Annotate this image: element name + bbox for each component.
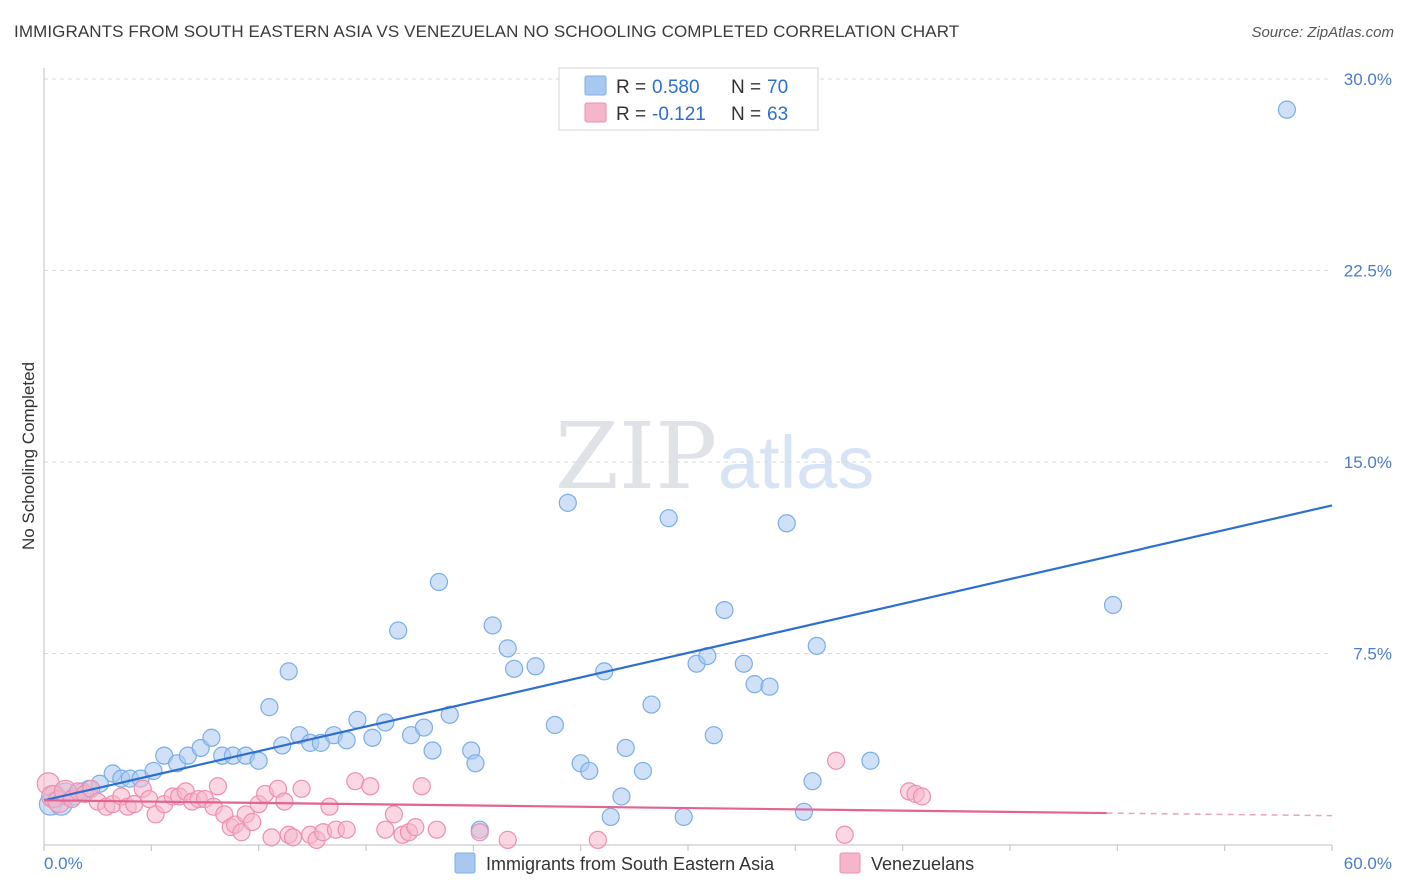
y-axis-title: No Schooling Completed (19, 362, 38, 550)
ven-point-15 (140, 789, 159, 809)
sea-point-70 (1103, 595, 1123, 615)
sea-point-68 (807, 636, 826, 655)
y-tick-label-2: 22.5% (1344, 262, 1392, 281)
sea-point-61 (715, 600, 734, 620)
legend-box: R = 0.580 N = 70 R = -0.121 N = 63 (558, 67, 819, 131)
ven-point-54 (427, 820, 446, 839)
y-tick-label-1: 15.0% (1344, 453, 1392, 472)
ven-point-34 (262, 828, 281, 847)
ven-point-46 (346, 772, 365, 791)
ven-point-43 (320, 797, 339, 816)
sea-trend-line (43, 504, 1333, 802)
legend-n-label-1: N = (731, 77, 761, 98)
sea-point-38 (440, 705, 459, 724)
legend-n-value-2: 63 (767, 104, 788, 125)
ven-point-55 (470, 823, 489, 842)
sea-point-17 (202, 728, 221, 747)
ven-point-57 (588, 830, 607, 849)
sea-point-30 (348, 710, 367, 729)
ven-point-38 (283, 828, 303, 847)
sea-point-43 (498, 639, 517, 658)
ven-point-59 (835, 825, 854, 844)
sea-point-22 (260, 698, 279, 717)
legend-swatch-pink (584, 102, 607, 123)
ven-point-36 (275, 792, 294, 811)
sea-point-55 (642, 695, 661, 714)
sea-point-62 (734, 654, 753, 673)
sea-point-33 (389, 621, 408, 640)
ven-point-45 (337, 820, 356, 839)
ven-point-48 (376, 820, 395, 839)
bottom-legend-label-blue: Immigrants from South Eastern Asia (486, 854, 775, 874)
x-tick-label-min: 0.0% (44, 854, 83, 873)
sea-point-36 (423, 741, 442, 760)
sea-point-46 (545, 715, 565, 735)
ven-point-62 (912, 787, 932, 806)
sea-point-71 (1277, 100, 1297, 119)
sea-point-40 (466, 754, 485, 773)
sea-point-44 (505, 659, 524, 678)
sea-point-65 (777, 514, 796, 533)
sea-point-51 (601, 807, 620, 827)
source-label: Source: ZipAtlas.com (1251, 24, 1394, 41)
chart-title: IMMIGRANTS FROM SOUTH EASTERN ASIA VS VE… (14, 22, 960, 41)
bottom-legend-swatch-blue (454, 852, 476, 874)
sea-point-60 (704, 726, 723, 745)
sea-point-21 (249, 751, 268, 770)
sea-point-47 (558, 493, 577, 512)
x-tick-label-max: 60.0% (1344, 854, 1392, 873)
legend-n-label-2: N = (731, 104, 761, 125)
sea-point-52 (612, 787, 631, 806)
sea-point-24 (279, 662, 298, 681)
bottom-legend-swatch-pink (839, 852, 861, 874)
bottom-legend-label-pink: Venezuelans (871, 854, 974, 874)
ven-point-31 (243, 812, 262, 832)
sea-point-42 (483, 616, 502, 635)
ven-point-25 (208, 777, 227, 796)
sea-point-66 (794, 802, 814, 821)
ven-point-39 (292, 779, 311, 798)
grid-lines (44, 78, 1332, 654)
legend-swatch-blue (584, 75, 607, 96)
y-tick-labels: 7.5% 15.0% 22.5% 30.0% (1344, 70, 1392, 664)
x-tick-marks (43, 845, 1333, 851)
ven-point-47 (361, 777, 380, 796)
sea-point-35 (414, 718, 434, 737)
sea-point-54 (633, 761, 653, 781)
sea-point-29 (337, 731, 356, 750)
sea-point-53 (616, 738, 635, 758)
ven-point-49 (384, 805, 404, 824)
sea-point-64 (760, 677, 779, 696)
sea-point-45 (526, 657, 545, 676)
watermark-zip: ZIP (555, 403, 717, 510)
sea-point-63 (745, 675, 764, 694)
ven-point-52 (406, 818, 425, 837)
legend-r-value-1: 0.580 (652, 77, 700, 98)
ven-point-53 (412, 777, 431, 796)
trend-lines (43, 504, 1333, 817)
bottom-legend: Immigrants from South Eastern Asia Venez… (454, 852, 974, 874)
sea-point-37 (429, 572, 449, 592)
ven-point-58 (827, 751, 846, 770)
sea-point-67 (803, 772, 822, 791)
legend-n-value-1: 70 (767, 77, 788, 98)
ven-point-13 (125, 795, 144, 814)
legend-r-label-1: R = (616, 77, 646, 98)
ven-trend-line (43, 799, 1107, 815)
y-tick-label-0: 7.5% (1353, 645, 1392, 664)
sea-point-49 (580, 761, 599, 781)
ven-trend-extension (1106, 812, 1333, 817)
y-tick-label-3: 30.0% (1344, 70, 1392, 89)
ven-point-56 (498, 830, 517, 849)
sea-point-69 (861, 751, 880, 770)
sea-point-56 (659, 509, 678, 528)
sea-point-57 (674, 807, 693, 827)
legend-r-value-2: -0.121 (652, 104, 706, 125)
legend-r-label-2: R = (616, 104, 646, 125)
sea-point-31 (363, 728, 382, 747)
